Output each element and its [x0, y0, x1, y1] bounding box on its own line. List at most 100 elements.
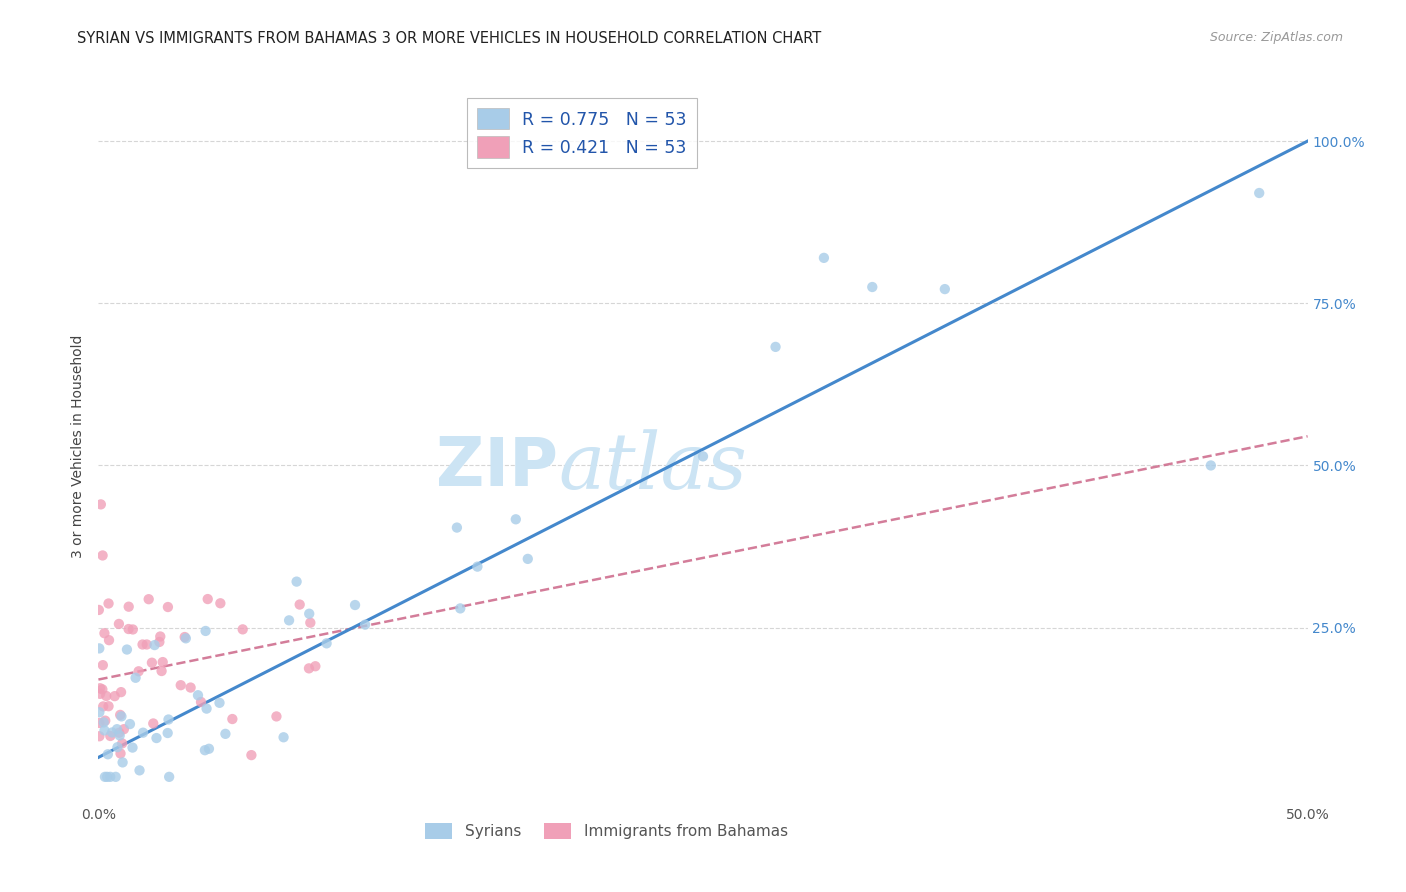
Point — [209, 596, 232, 610]
Point — [180, 681, 202, 695]
Point — [89, 641, 111, 656]
Point — [298, 607, 321, 621]
Point — [299, 615, 322, 630]
Point — [266, 709, 288, 723]
Point — [138, 592, 160, 607]
Point — [860, 280, 883, 294]
Point — [298, 661, 321, 675]
Point — [449, 601, 471, 615]
Point — [89, 705, 111, 719]
Point — [94, 770, 117, 784]
Point — [195, 701, 218, 715]
Point — [93, 723, 115, 738]
Point — [104, 689, 127, 703]
Point — [150, 664, 173, 678]
Point — [98, 729, 121, 743]
Point — [194, 743, 217, 757]
Point — [304, 659, 326, 673]
Point — [208, 696, 231, 710]
Point — [174, 632, 197, 646]
Point — [108, 707, 131, 722]
Point — [124, 671, 146, 685]
Point — [121, 740, 143, 755]
Point — [344, 598, 367, 612]
Point — [89, 681, 111, 696]
Point — [273, 731, 295, 745]
Point — [112, 722, 135, 736]
Point — [1199, 458, 1222, 473]
Point — [141, 656, 163, 670]
Point — [135, 638, 157, 652]
Point — [115, 642, 138, 657]
Point — [93, 626, 115, 640]
Point — [110, 709, 132, 723]
Point — [288, 598, 311, 612]
Point — [148, 635, 170, 649]
Point — [221, 712, 243, 726]
Point — [505, 512, 527, 526]
Point — [232, 623, 254, 637]
Point — [96, 770, 118, 784]
Point — [149, 630, 172, 644]
Point — [96, 689, 118, 703]
Point — [101, 725, 124, 739]
Point — [157, 770, 180, 784]
Point — [156, 726, 179, 740]
Point — [240, 748, 263, 763]
Point — [108, 725, 131, 739]
Point — [156, 600, 179, 615]
Point — [173, 630, 195, 644]
Point — [98, 633, 121, 648]
Legend: Syrians, Immigrants from Bahamas: Syrians, Immigrants from Bahamas — [419, 817, 794, 845]
Point — [190, 695, 212, 709]
Point — [89, 715, 111, 730]
Point — [97, 699, 120, 714]
Point — [315, 636, 337, 650]
Point — [285, 574, 308, 589]
Point — [104, 770, 127, 784]
Point — [516, 552, 538, 566]
Point — [105, 722, 128, 736]
Point — [128, 764, 150, 778]
Point — [142, 716, 165, 731]
Point — [107, 740, 129, 755]
Point — [111, 756, 134, 770]
Point — [108, 616, 131, 631]
Point — [110, 747, 132, 761]
Point — [117, 622, 139, 636]
Point — [90, 497, 112, 511]
Point — [197, 592, 219, 607]
Point — [813, 251, 835, 265]
Point — [187, 688, 209, 702]
Point — [98, 770, 121, 784]
Point — [111, 736, 134, 750]
Point — [128, 665, 150, 679]
Y-axis label: 3 or more Vehicles in Household: 3 or more Vehicles in Household — [72, 334, 86, 558]
Point — [214, 727, 236, 741]
Point — [157, 713, 180, 727]
Point — [145, 731, 167, 745]
Point — [765, 340, 787, 354]
Point — [194, 624, 217, 638]
Point — [1249, 186, 1271, 200]
Text: Source: ZipAtlas.com: Source: ZipAtlas.com — [1209, 31, 1343, 45]
Text: atlas: atlas — [558, 429, 747, 506]
Point — [118, 717, 141, 731]
Point — [97, 747, 120, 762]
Point — [170, 678, 193, 692]
Point — [278, 613, 301, 627]
Point — [934, 282, 956, 296]
Point — [110, 685, 132, 699]
Point — [89, 729, 111, 743]
Point — [97, 597, 120, 611]
Point — [132, 725, 155, 739]
Point — [91, 699, 114, 714]
Point — [91, 682, 114, 697]
Point — [467, 559, 489, 574]
Point — [198, 741, 221, 756]
Point — [118, 599, 141, 614]
Point — [354, 617, 377, 632]
Point — [121, 623, 143, 637]
Point — [108, 728, 131, 742]
Point — [89, 687, 111, 701]
